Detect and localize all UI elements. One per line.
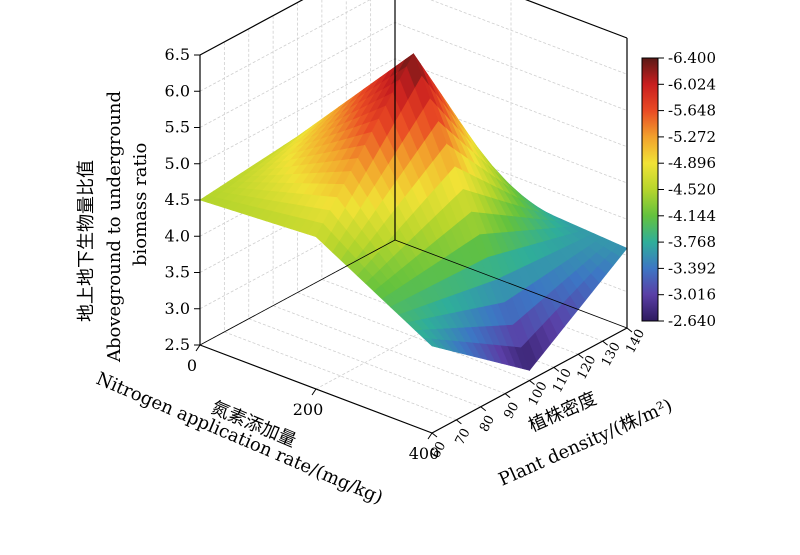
colorbar-tick-label: -2.640 (668, 312, 716, 330)
colorbar-tick-label: -3.392 (668, 259, 716, 277)
z-axis-label-cn: 地上地下生物量比值 (76, 160, 97, 322)
colorbar-tick-label: -3.768 (668, 233, 716, 251)
top-left-edge (199, 0, 304, 56)
z-tick-label: 5.5 (165, 118, 190, 137)
x-tick-label: 400 (409, 444, 440, 463)
colorbar-tick-label: -4.896 (668, 154, 716, 172)
y-tick-mark (504, 393, 511, 399)
y-tick-label: 60 (428, 439, 449, 461)
z-tick-label: 6.0 (165, 81, 190, 100)
surface-patch (422, 337, 440, 349)
x-tick-mark (311, 388, 317, 396)
floor-right-edge (394, 239, 628, 329)
z-tick-label: 3.5 (165, 263, 190, 282)
y-tick-mark (480, 406, 487, 412)
y-tick-mark (431, 432, 438, 438)
x-tick-mark (195, 344, 201, 352)
y-tick-label: 130 (599, 340, 624, 369)
floor-back-edge (199, 239, 396, 346)
colorbar-ticks: -6.400 -6.024 -5.648 -5.272 -4.896 -4.520 -4.1… (658, 49, 716, 330)
colorbar-tick-label: -5.648 (668, 102, 716, 120)
y-tick-label: 110 (550, 366, 575, 395)
z-tick-label: 2.5 (165, 335, 190, 354)
y-grid-line (223, 41, 457, 421)
y-tick-mark (456, 419, 462, 425)
colorbar-tick-label: -5.272 (668, 128, 716, 146)
x-tick-label: 200 (293, 400, 324, 419)
z-axis-label-line2: biomass ratio (130, 143, 151, 266)
colorbar-tick-label: -6.024 (668, 75, 716, 93)
z-tick-label: 4.0 (165, 226, 190, 245)
y-tick-label: 80 (477, 413, 498, 435)
colorbar-tick-label: -4.520 (668, 181, 716, 199)
x-tick-label: 0 (187, 356, 197, 375)
z-axis-label-line1: Aboveground to underground (104, 91, 125, 363)
y-tick-label: 100 (526, 379, 551, 408)
z-tick-label: 3.0 (165, 299, 190, 318)
y-grid-line (248, 28, 481, 408)
y-tick-mark (553, 366, 560, 372)
colorbar-tick-label: -4.144 (668, 207, 716, 225)
x-tick-mark (427, 432, 433, 440)
y-tick-mark (602, 340, 608, 346)
z-tick-label: 6.5 (165, 45, 190, 64)
z-grid-line (199, 0, 628, 92)
colorbar (641, 57, 659, 322)
y-tick-label: 120 (575, 353, 600, 382)
z-tick-label: 5.0 (165, 154, 190, 173)
y-tick-mark (529, 380, 535, 385)
y-tick-label: 70 (453, 426, 474, 448)
surface-mesh (199, 53, 628, 371)
colorbar-tick-label: -6.400 (668, 49, 716, 67)
y-tick-label: 90 (501, 400, 522, 422)
y-grid-line (272, 15, 506, 394)
y-tick-mark (577, 353, 584, 359)
colorbar-tick-label: -3.016 (668, 286, 716, 304)
y-tick-label: 140 (623, 327, 648, 356)
top-right-edge (525, 0, 628, 39)
y-tick-mark (626, 327, 633, 333)
z-tick-label: 4.5 (165, 190, 190, 209)
